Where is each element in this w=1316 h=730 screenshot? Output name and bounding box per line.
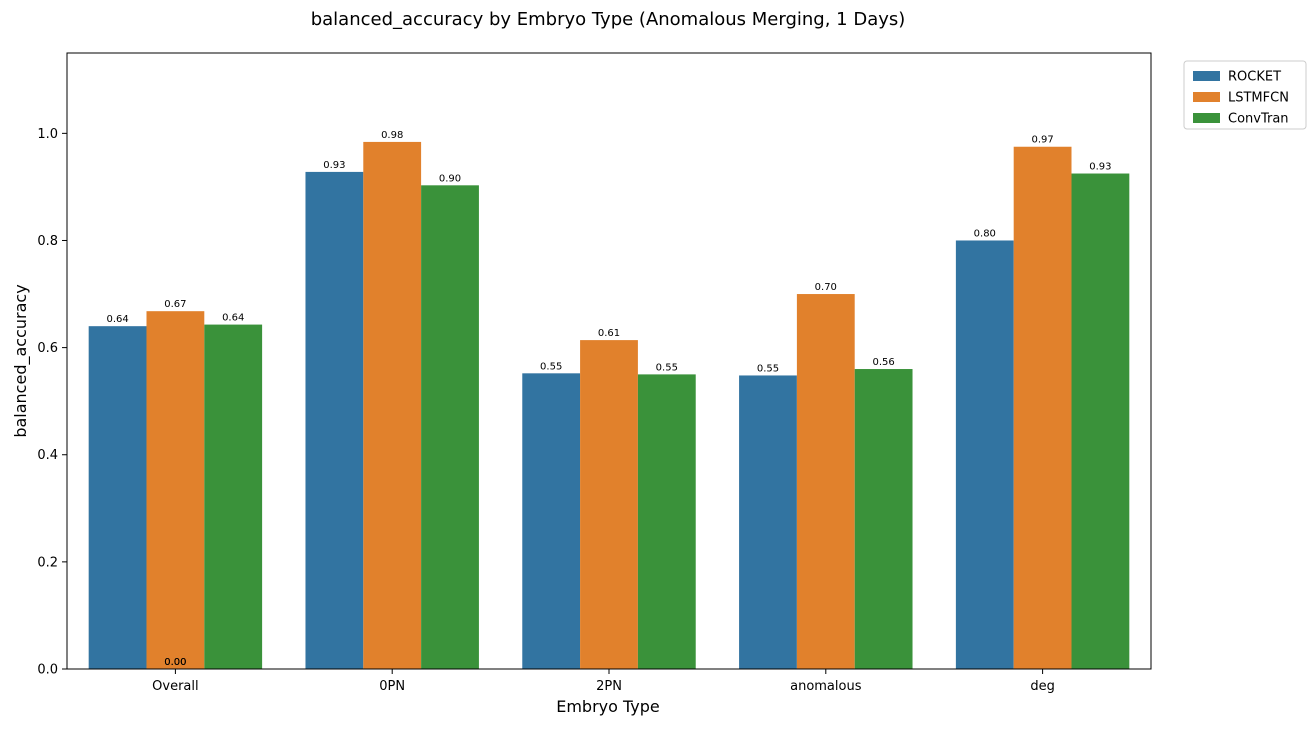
data-label: 0.93 [1089,162,1111,173]
y-tick-label: 0.4 [37,448,58,463]
bar-rocket-overall [88,326,147,669]
bar-rocket-deg [955,240,1014,670]
bar-convtran-anomalous [854,369,913,669]
data-label: 0.64 [106,314,128,325]
legend-swatch-convtran [1193,113,1220,123]
x-tick-label: 0PN [379,679,405,694]
bar-rocket-2pn [522,373,581,669]
data-label: 0.64 [222,313,244,324]
legend: ROCKET LSTMFCN ConvTran [1183,60,1307,130]
y-tick-label: 0.2 [37,555,58,570]
bar-lstmfcn-overall [146,311,205,669]
bar-convtran-deg [1071,173,1130,669]
data-label: 0.93 [323,160,345,171]
data-label-zero: 0.00 [164,657,186,668]
y-tick-label: 0.6 [37,341,58,356]
x-tick-label: anomalous [790,679,862,694]
data-label: 0.56 [872,357,894,368]
data-label-zero: 0.00 [164,657,186,668]
y-tick-label: 0.0 [37,663,58,678]
y-axis-label: balanced_accuracy [11,284,31,437]
x-tick-label: Overall [152,679,198,694]
data-label: 0.90 [439,173,461,184]
legend-swatch-lstmfcn [1193,92,1220,102]
bar-lstmfcn-0pn [363,141,422,670]
bar-convtran-2pn [637,374,696,669]
bar-rocket-0pn [305,171,364,669]
bar-convtran-overall [204,324,263,669]
legend-label-rocket: ROCKET [1228,70,1281,85]
data-label: 0.67 [164,299,186,310]
data-label: 0.98 [381,130,403,141]
legend-label-lstmfcn: LSTMFCN [1228,91,1289,106]
data-label: 0.61 [598,328,620,339]
legend-swatch-rocket [1193,71,1220,81]
plot-area: 0.64 0.67 0.64 0.93 0.98 0.90 0.55 0.61 0.55 0.55… [37,52,1152,694]
bar-lstmfcn-anomalous [796,294,855,669]
bar-lstmfcn-deg [1013,146,1072,670]
data-label: 0.55 [757,363,779,374]
data-label: 0.97 [1031,135,1053,146]
data-label: 0.55 [540,361,562,372]
y-tick-label: 1.0 [37,127,58,142]
chart-title: balanced_accuracy by Embryo Type (Anomal… [311,9,906,30]
x-axis-label: Embryo Type [556,697,660,716]
data-label: 0.70 [815,282,837,293]
bar-rocket-anomalous [739,375,797,669]
legend-label-convtran: ConvTran [1228,112,1289,127]
data-label: 0.55 [656,362,678,373]
x-tick-label: deg [1030,679,1055,694]
y-tick-label: 0.8 [37,234,58,249]
bar-convtran-0pn [421,185,479,669]
x-tick-label: 2PN [596,679,622,694]
data-label: 0.80 [974,228,996,239]
bar-lstmfcn-2pn [580,340,638,669]
